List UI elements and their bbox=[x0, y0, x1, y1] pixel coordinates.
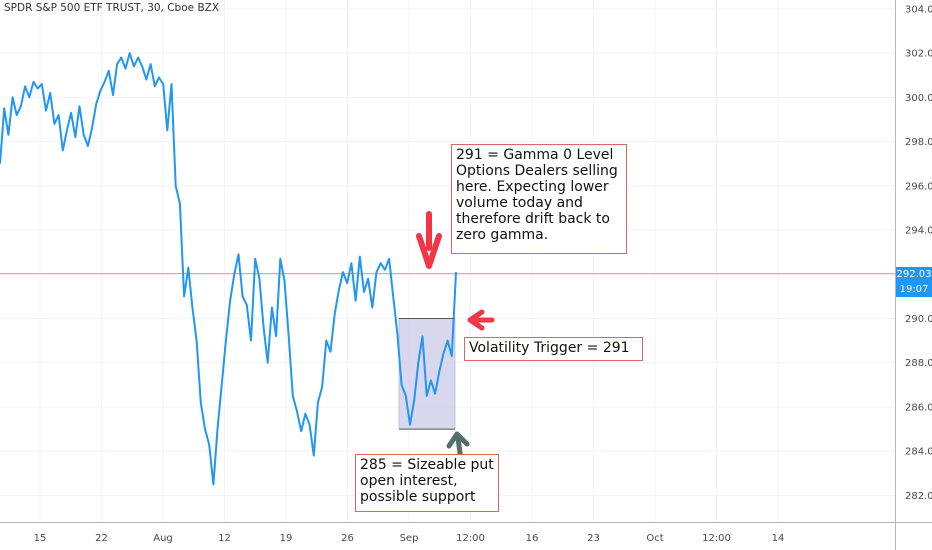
chart-grid bbox=[0, 0, 895, 522]
down-arrow-head-icon bbox=[416, 233, 442, 269]
time-tick-label: 26 bbox=[341, 533, 354, 544]
time-tick-label: 23 bbox=[587, 533, 600, 544]
volatility-trigger-note: Volatility Trigger = 291 bbox=[464, 337, 643, 361]
left-arrow-icon bbox=[467, 309, 495, 331]
price-tick-label: 302.00 bbox=[905, 49, 932, 60]
price-tick-label: 286.00 bbox=[905, 402, 932, 413]
price-axis-ticks: 282.00284.00286.00288.00290.00292.00294.… bbox=[905, 4, 932, 502]
price-line bbox=[0, 52, 457, 486]
time-tick-label: Sep bbox=[400, 533, 419, 544]
price-tick-label: 296.00 bbox=[905, 181, 932, 192]
time-tick-label: 15 bbox=[34, 533, 47, 544]
price-tick-label: 282.00 bbox=[905, 491, 932, 502]
symbol-title: SPDR S&P 500 ETF TRUST, 30, Cboe BZX bbox=[4, 2, 220, 14]
time-tick-label: 14 bbox=[772, 533, 785, 544]
time-tick-label: 12 bbox=[218, 533, 231, 544]
time-tick-label: Oct bbox=[646, 533, 663, 544]
price-tick-label: 290.00 bbox=[905, 314, 932, 325]
time-tick-label: Aug bbox=[153, 533, 173, 544]
price-tick-label: 298.00 bbox=[905, 137, 932, 148]
time-tick-label: 16 bbox=[526, 533, 539, 544]
current-price-tag: 292.03 bbox=[896, 266, 932, 282]
time-tick-label: 12:00 bbox=[702, 533, 731, 544]
time-tick-label: 19 bbox=[280, 533, 293, 544]
price-tick-label: 284.00 bbox=[905, 447, 932, 458]
time-tick-label: 12:00 bbox=[456, 533, 485, 544]
time-axis-ticks: 15 22 Aug 12 19 26 Sep 12:00 16 23 Oct 12:00 14 bbox=[34, 533, 785, 544]
time-tick-label: 22 bbox=[95, 533, 108, 544]
gamma-zero-note: 291 = Gamma 0 Level Options Dealers sell… bbox=[451, 144, 627, 254]
price-tick-label: 304.00 bbox=[905, 4, 932, 15]
price-tick-label: 294.00 bbox=[905, 226, 932, 237]
price-tick-label: 288.00 bbox=[905, 358, 932, 369]
put-support-note: 285 = Sizeable put open interest, possib… bbox=[355, 454, 499, 512]
price-tick-label: 300.00 bbox=[905, 93, 932, 104]
bar-countdown-tag: 19:07 bbox=[896, 281, 932, 297]
